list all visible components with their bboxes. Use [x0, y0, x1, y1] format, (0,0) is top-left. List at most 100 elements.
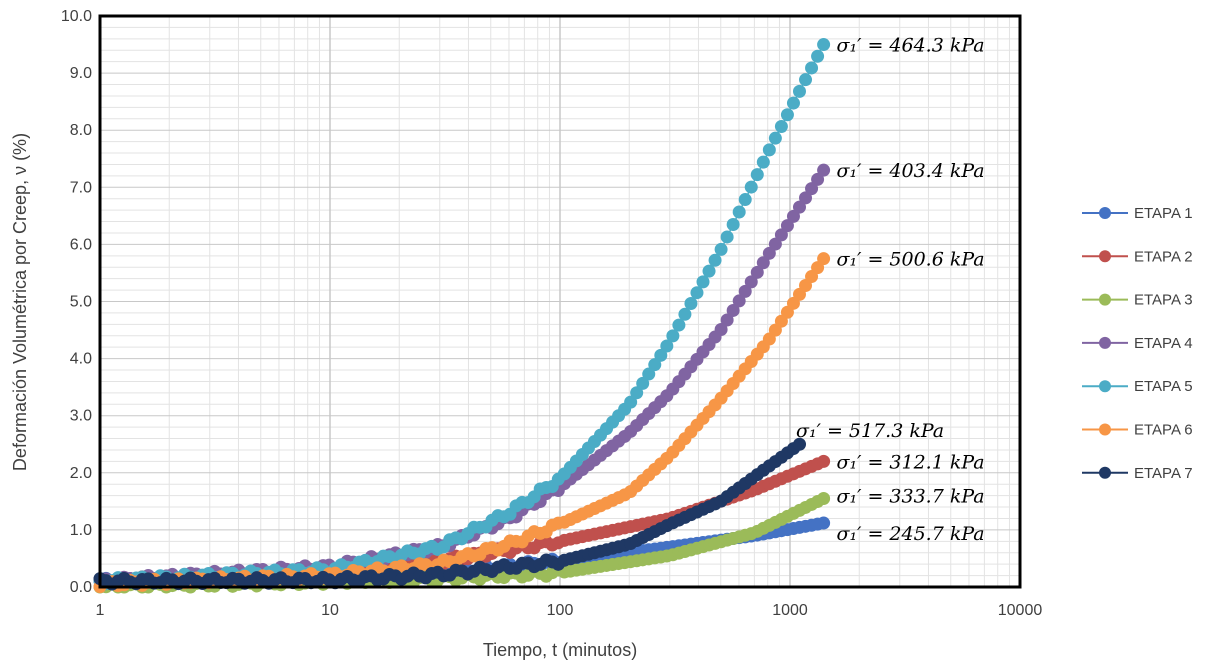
x-tick-label: 1000: [772, 602, 808, 619]
data-point: [756, 155, 770, 169]
stress-annotation: σ₁′ = 464.3 kPa: [837, 35, 985, 57]
data-point: [774, 119, 788, 133]
data-point: [792, 200, 806, 214]
data-point: [817, 252, 831, 266]
data-point: [817, 38, 831, 52]
legend-item: ETAPA 4: [1082, 335, 1193, 352]
y-tick-label: 4.0: [70, 351, 92, 368]
data-point: [678, 307, 692, 321]
data-point: [811, 172, 825, 186]
data-point: [738, 284, 752, 298]
data-point: [762, 246, 776, 260]
data-point: [805, 182, 819, 196]
data-point: [702, 264, 716, 278]
x-tick-label: 10: [321, 602, 339, 619]
plot-area-frame: [98, 14, 1022, 589]
data-point: [817, 163, 831, 177]
data-point: [666, 329, 680, 343]
y-tick-label: 9.0: [70, 65, 92, 82]
y-tick-label: 8.0: [70, 122, 92, 139]
legend-marker: [1099, 380, 1111, 393]
y-tick-label: 10.0: [61, 8, 92, 25]
legend: ETAPA 1 ETAPA 2 ETAPA 3 ETAPA 4 ETAPA 5 ETAPA…: [1082, 205, 1193, 482]
legend-label: ETAPA 6: [1134, 422, 1193, 439]
legend-item: ETAPA 6: [1082, 422, 1193, 439]
stress-annotation: σ₁′ = 312.1 kPa: [837, 451, 985, 473]
y-tick-label: 3.0: [70, 408, 92, 425]
x-axis-title: Tiempo, t (minutos): [483, 640, 637, 660]
legend-label: ETAPA 7: [1134, 465, 1193, 482]
legend-marker: [1099, 336, 1111, 349]
data-point: [660, 339, 674, 353]
data-point: [630, 386, 644, 400]
data-point: [799, 191, 813, 205]
data-point: [714, 323, 728, 337]
stress-annotation: σ₁′ = 245.7 kPa: [837, 523, 985, 545]
legend-item: ETAPA 3: [1082, 292, 1193, 309]
data-point: [690, 286, 704, 300]
data-point: [780, 219, 794, 233]
legend-marker: [1099, 293, 1111, 306]
data-point: [648, 358, 662, 372]
data-point: [768, 131, 782, 145]
data-point: [792, 84, 806, 98]
data-point: [726, 303, 740, 317]
x-tick-label: 1: [96, 602, 105, 619]
y-tick-label: 6.0: [70, 236, 92, 253]
data-point: [732, 294, 746, 308]
legend-label: ETAPA 5: [1134, 378, 1193, 395]
data-point: [708, 253, 722, 267]
y-tick-label: 1.0: [70, 522, 92, 539]
data-point: [786, 96, 800, 110]
data-point: [817, 454, 831, 468]
data-point: [732, 205, 746, 219]
legend-item: ETAPA 7: [1082, 465, 1193, 482]
data-point: [720, 230, 734, 244]
data-point: [799, 73, 813, 87]
data-point: [624, 395, 638, 409]
tick-labels: 1 10 100 1000 10000 0.0 1.0 2.0 3.0 4.0 5.0 6.0 7.0 8…: [61, 8, 1042, 619]
data-point: [780, 108, 794, 122]
legend-label: ETAPA 2: [1134, 248, 1193, 265]
legend-marker: [1099, 466, 1111, 479]
legend-label: ETAPA 3: [1134, 292, 1193, 309]
y-axis-title: Deformación Volumétrica por Creep, ν (%): [10, 133, 30, 471]
legend-label: ETAPA 4: [1134, 335, 1193, 352]
data-point: [726, 217, 740, 231]
legend-marker: [1099, 207, 1111, 219]
legend-item: ETAPA 1: [1082, 205, 1193, 222]
data-point: [744, 275, 758, 289]
data-point: [720, 313, 734, 327]
legend-label: ETAPA 1: [1134, 205, 1193, 222]
data-point: [793, 437, 807, 451]
y-tick-label: 7.0: [70, 179, 92, 196]
data-point: [696, 275, 710, 289]
data-point: [756, 256, 770, 270]
x-tick-label: 100: [547, 602, 574, 619]
legend-item: ETAPA 2: [1082, 248, 1193, 265]
data-point: [750, 265, 764, 279]
data-point: [714, 242, 728, 256]
y-tick-label: 0.0: [70, 579, 92, 596]
y-tick-label: 2.0: [70, 465, 92, 482]
data-point: [642, 367, 656, 381]
data-point: [672, 318, 686, 332]
data-point: [636, 376, 650, 390]
data-point: [744, 180, 758, 194]
legend-item: ETAPA 5: [1082, 378, 1193, 395]
stress-annotation: σ₁′ = 517.3 kPa: [796, 420, 944, 442]
stress-annotation: σ₁′ = 500.6 kPa: [837, 249, 985, 271]
data-point: [786, 209, 800, 223]
data-point: [768, 237, 782, 251]
legend-marker: [1099, 250, 1111, 263]
data-point: [805, 61, 819, 75]
data-point: [762, 143, 776, 157]
data-point: [750, 168, 764, 182]
data-point: [811, 49, 825, 63]
y-tick-label: 5.0: [70, 294, 92, 311]
series-7: [93, 437, 807, 591]
data-series: [93, 38, 831, 594]
x-tick-label: 10000: [998, 602, 1043, 619]
stress-annotation: σ₁′ = 403.4 kPa: [837, 160, 985, 182]
data-point: [738, 193, 752, 207]
